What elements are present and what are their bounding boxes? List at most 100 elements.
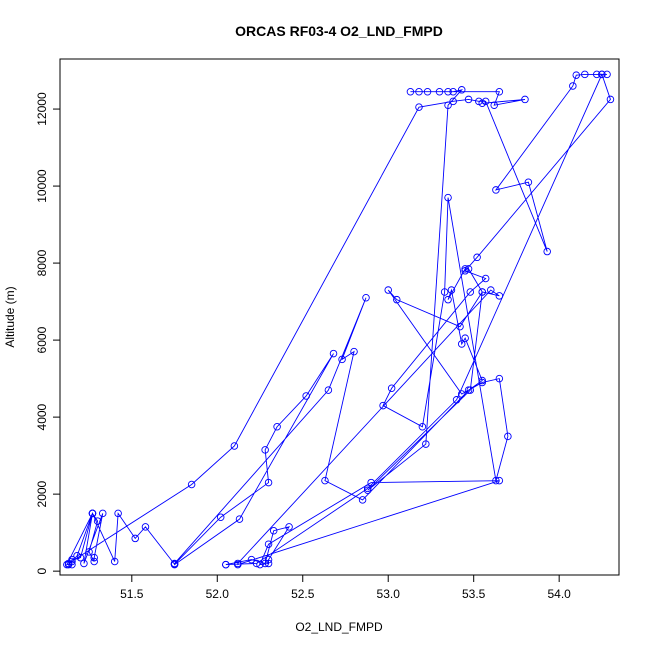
data-point xyxy=(170,559,179,568)
data-point xyxy=(435,87,444,96)
x-axis-label: O2_LND_FMPD xyxy=(295,620,383,634)
y-tick-label: 12000 xyxy=(35,92,49,126)
y-tick-label: 8000 xyxy=(35,249,49,276)
data-point xyxy=(449,87,457,96)
data-point xyxy=(461,265,469,273)
data-point xyxy=(216,513,225,521)
data-point xyxy=(261,446,269,454)
data-point xyxy=(606,95,615,104)
data-point xyxy=(593,70,601,79)
data-point xyxy=(478,99,486,108)
data-point xyxy=(447,286,456,294)
x-tick-label: 53.0 xyxy=(377,587,401,601)
data-point xyxy=(524,178,533,186)
data-point xyxy=(302,392,310,400)
y-tick-label: 2000 xyxy=(35,480,49,507)
data-point xyxy=(252,559,261,568)
data-point xyxy=(141,523,150,531)
data-point xyxy=(362,294,370,302)
x-axis: 51.5 52.0 52.5 53.0 53.5 54.0 xyxy=(120,574,571,601)
data-point xyxy=(452,396,461,404)
data-point xyxy=(495,292,504,300)
data-point xyxy=(481,274,490,283)
data-point xyxy=(490,101,498,109)
data-point xyxy=(572,71,581,79)
data-point xyxy=(387,384,396,392)
data-point xyxy=(367,478,375,487)
data-point xyxy=(114,509,122,518)
data-point xyxy=(569,82,577,90)
data-point xyxy=(324,386,333,394)
chart-title: ORCAS RF03-4 O2_LND_FMPD xyxy=(235,23,443,39)
data-point xyxy=(444,101,452,109)
data-point xyxy=(464,95,473,104)
data-point xyxy=(90,553,98,562)
data-point xyxy=(466,386,475,394)
data-point xyxy=(68,555,76,564)
data-point xyxy=(338,355,346,364)
data-point xyxy=(85,548,93,556)
data-point xyxy=(440,288,449,296)
x-tick-label: 52.5 xyxy=(291,587,315,601)
data-point xyxy=(492,476,500,485)
data-point xyxy=(406,87,415,96)
data-point xyxy=(235,515,244,523)
x-tick-label: 51.5 xyxy=(120,587,144,601)
data-point xyxy=(422,440,430,448)
data-point xyxy=(73,552,81,560)
data-point xyxy=(230,442,239,450)
data-point xyxy=(273,423,281,431)
data-point xyxy=(495,374,504,383)
data-point xyxy=(393,295,401,304)
data-point xyxy=(423,87,432,96)
data-point xyxy=(63,560,71,569)
data-point xyxy=(415,87,423,96)
y-tick-label: 10000 xyxy=(35,169,49,203)
data-point xyxy=(264,478,273,487)
data-point xyxy=(350,347,358,356)
data-point xyxy=(473,253,481,262)
data-point xyxy=(98,509,107,518)
y-axis: 0 2000 4000 6000 8000 10000 12000 xyxy=(35,92,61,574)
data-point xyxy=(598,70,606,79)
data-point xyxy=(457,340,466,348)
data-point xyxy=(461,334,469,342)
data-point xyxy=(269,526,278,535)
data-point xyxy=(93,517,102,525)
data-point xyxy=(110,557,119,566)
data-point xyxy=(90,557,98,566)
y-axis-label: Altitude (m) xyxy=(3,286,17,347)
data-point xyxy=(581,70,589,79)
data-point xyxy=(379,401,387,410)
data-point xyxy=(457,390,466,398)
data-point xyxy=(321,476,329,485)
data-point xyxy=(88,509,97,518)
data-point xyxy=(415,103,423,111)
data-point xyxy=(363,484,372,493)
data-point xyxy=(521,95,529,104)
data-point xyxy=(457,86,466,94)
series-line xyxy=(66,73,611,566)
data-point xyxy=(461,267,469,275)
data-point xyxy=(478,378,486,387)
data-point xyxy=(264,540,273,548)
data-point xyxy=(449,97,457,106)
data-point xyxy=(285,523,293,531)
x-tick-label: 52.0 xyxy=(206,587,230,601)
data-point xyxy=(222,560,230,569)
data-point xyxy=(234,559,242,568)
data-point xyxy=(68,560,76,569)
data-point xyxy=(487,286,495,294)
data-point xyxy=(384,286,392,294)
data-point xyxy=(256,560,264,569)
data-point xyxy=(478,288,486,296)
data-point xyxy=(495,87,504,96)
x-tick-label: 54.0 xyxy=(547,587,571,601)
data-point xyxy=(444,295,452,304)
y-tick-label: 4000 xyxy=(35,403,49,430)
plot-area xyxy=(63,70,615,569)
data-point xyxy=(418,423,427,431)
data-point xyxy=(187,480,196,489)
data-point xyxy=(456,322,464,331)
